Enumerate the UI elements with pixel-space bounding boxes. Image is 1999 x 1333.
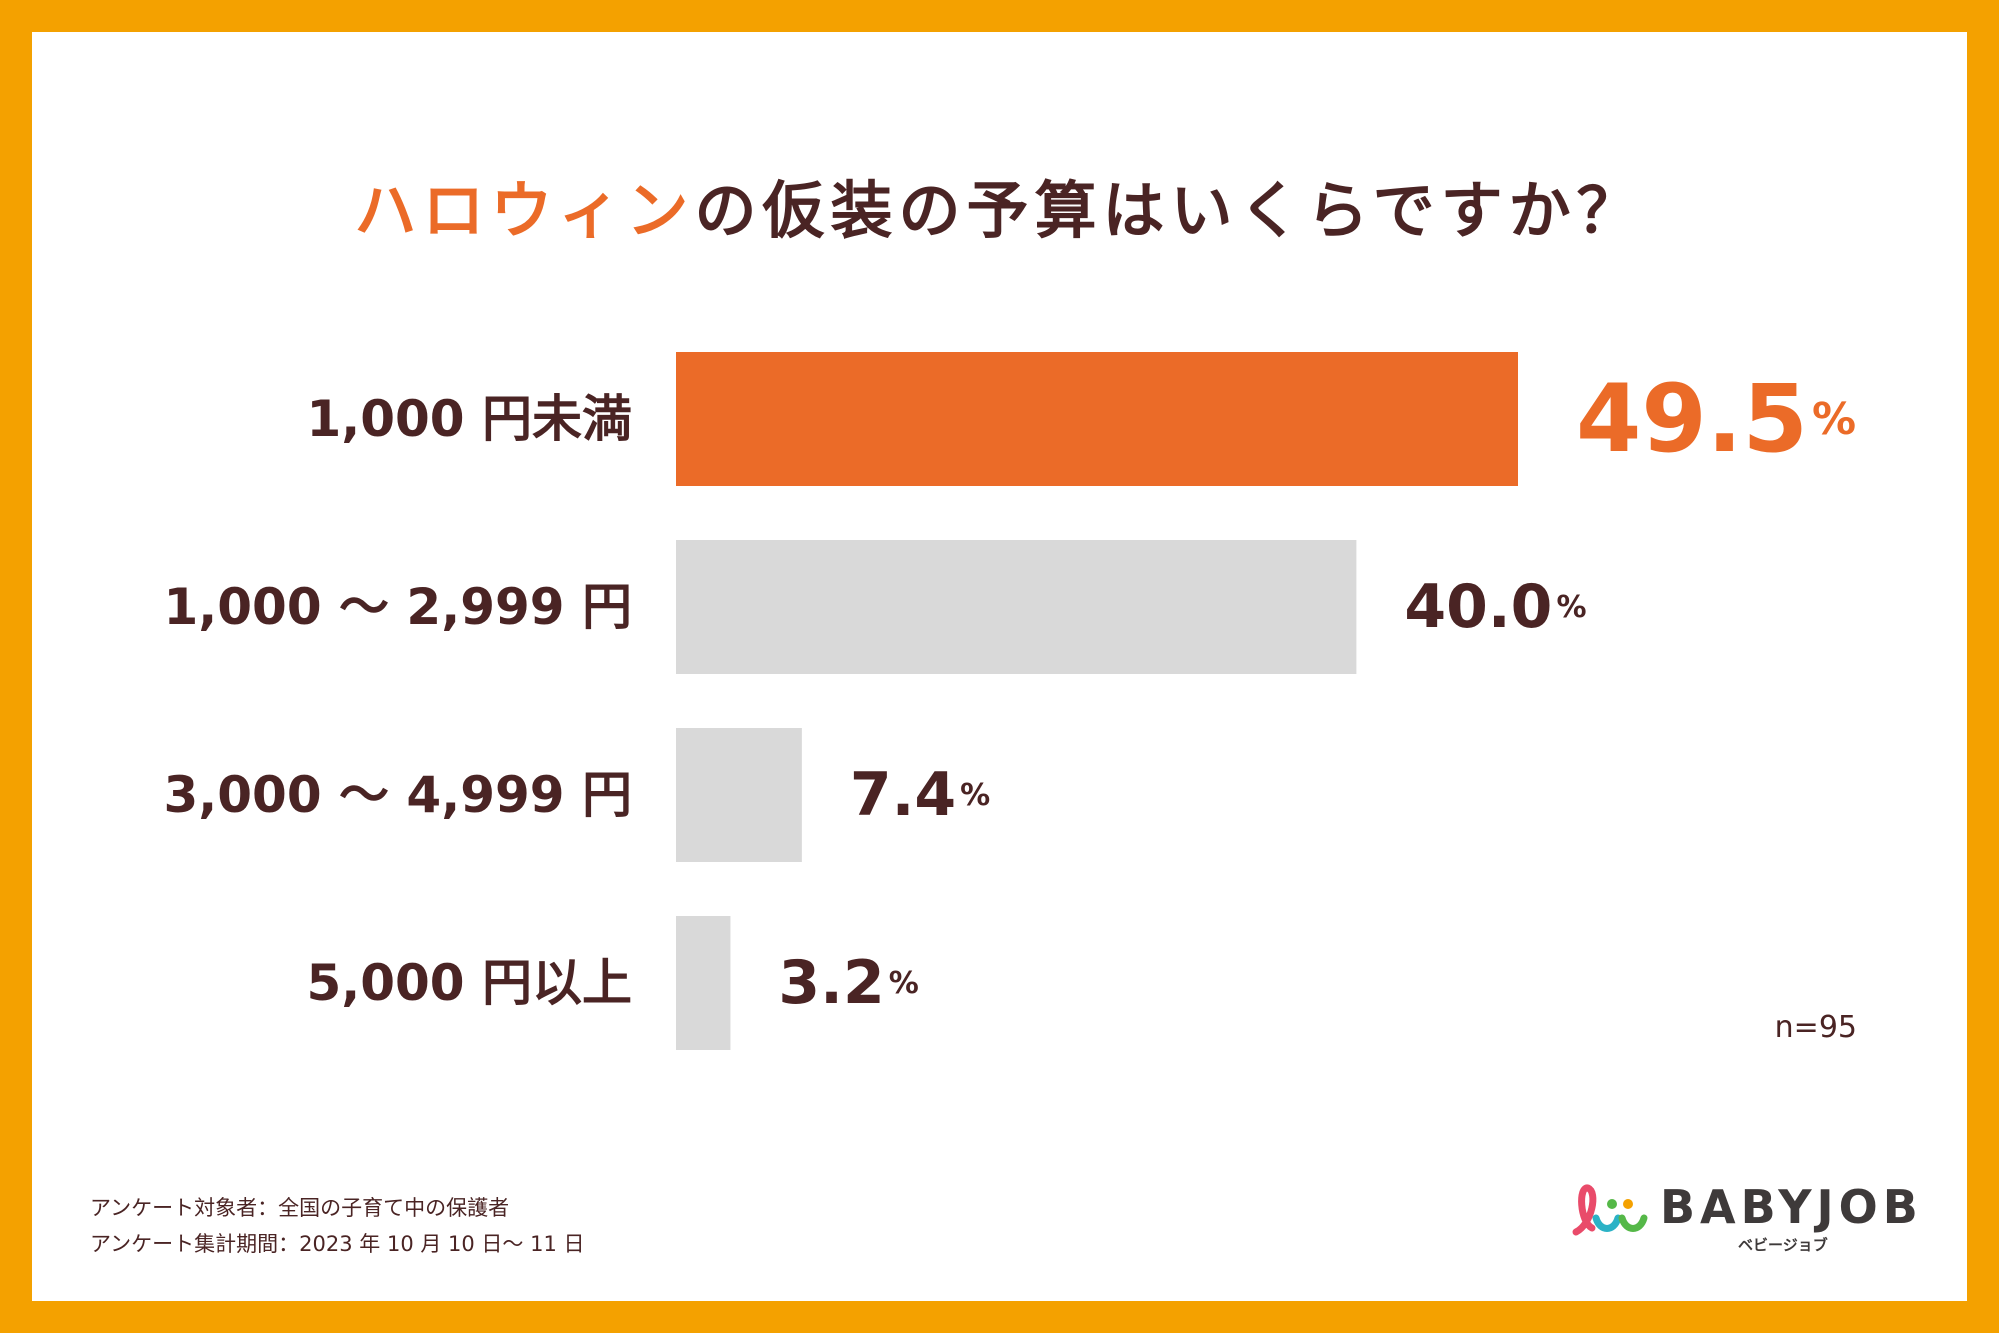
category-label-0: 1,000 円未満	[306, 390, 632, 448]
logo-wordmark: BABYJOB	[1660, 1180, 1923, 1234]
footnotes: アンケート対象者：全国の子育て中の保護者 アンケート集計期間：2023 年 10…	[90, 1190, 585, 1262]
bar-2	[676, 728, 802, 862]
chart-title-highlight: ハロウィン	[354, 174, 695, 247]
category-label-3: 5,000 円以上	[306, 954, 632, 1012]
chart-title: ハロウィンの仮装の予算はいくらですか？	[32, 160, 1967, 250]
bar-1	[676, 540, 1357, 674]
bar-3	[676, 916, 731, 1050]
sample-size: n=95	[1774, 1010, 1857, 1045]
logo-subtitle: ベビージョブ	[1738, 1236, 1828, 1254]
value-label-0: 49.5%	[1576, 365, 1856, 474]
babyjob-logo: BABYJOB ベビージョブ	[1562, 1174, 1918, 1258]
value-label-1: 40.0%	[1404, 572, 1586, 642]
footnote-target: アンケート対象者：全国の子育て中の保護者	[90, 1196, 510, 1220]
value-label-2: 7.4%	[850, 760, 990, 830]
chart-card: ハロウィンの仮装の予算はいくらですか？ 1,000 円未満 49.5% 1,000 …	[32, 32, 1967, 1301]
babyjob-mark-icon	[1572, 1184, 1648, 1236]
chart-title-rest: の仮装の予算はいくらですか？	[694, 174, 1645, 247]
category-label-1: 1,000 〜 2,999 円	[163, 578, 632, 636]
value-label-3: 3.2%	[778, 948, 918, 1018]
category-label-2: 3,000 〜 4,999 円	[163, 766, 632, 824]
footnote-period: アンケート集計期間：2023 年 10 月 10 日〜 11 日	[90, 1232, 585, 1256]
bar-0	[676, 352, 1518, 486]
bar-chart: 1,000 円未満 49.5% 1,000 〜 2,999 円 40.0 % 3,000 …	[163, 352, 1856, 1050]
